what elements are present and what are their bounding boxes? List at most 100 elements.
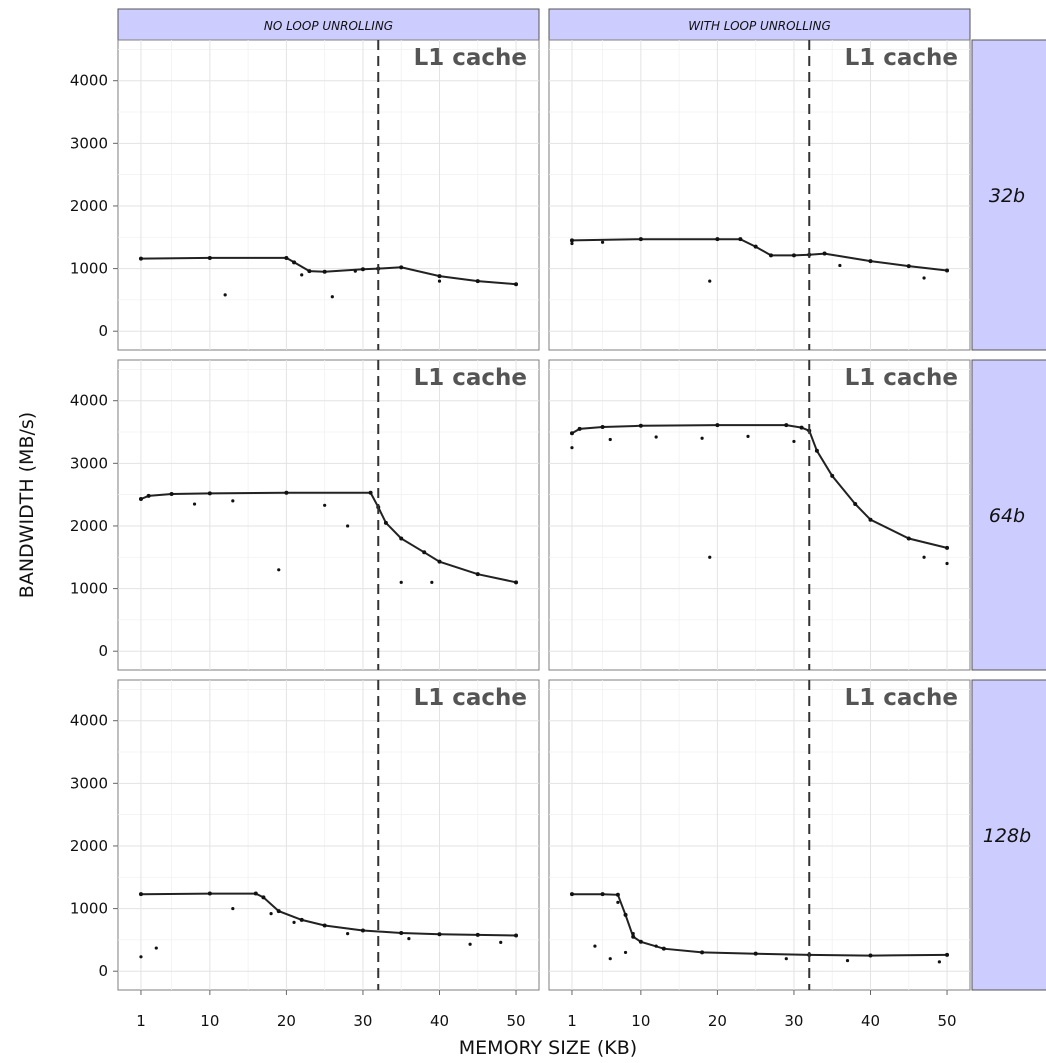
outlier-point bbox=[708, 555, 712, 559]
data-point bbox=[322, 269, 327, 274]
outlier-point bbox=[437, 279, 442, 283]
data-point bbox=[475, 932, 480, 937]
row-strip-32b bbox=[971, 39, 1046, 351]
x-tick-label: 40 bbox=[430, 1012, 449, 1030]
outlier-point bbox=[654, 944, 658, 948]
data-point bbox=[207, 491, 212, 496]
series-line bbox=[572, 893, 948, 957]
column-strip-label-with-loop-unrolling: WITH LOOP UNROLLING bbox=[688, 19, 831, 33]
outlier-point bbox=[792, 439, 796, 444]
data-point bbox=[514, 580, 519, 585]
data-point bbox=[631, 934, 636, 939]
y-tick-label: 3000 bbox=[70, 454, 108, 472]
data-point bbox=[383, 520, 388, 525]
outlier-point bbox=[346, 932, 350, 936]
x-tick-label: 40 bbox=[861, 1012, 880, 1030]
data-point bbox=[284, 490, 289, 495]
panel-128b-no-loop-unrolling-background bbox=[117, 679, 540, 991]
panel-128b-no-loop-unrolling: L1 cache 0 1000 2000 3000 4000 1 10 20 30 40 50 bbox=[70, 679, 540, 1030]
outlier-point bbox=[654, 435, 658, 439]
series-line bbox=[571, 238, 948, 272]
outlier-point bbox=[154, 946, 158, 950]
row-strip-label-128b: 128b bbox=[983, 825, 1031, 847]
outlier-point bbox=[937, 960, 941, 964]
data-point bbox=[437, 559, 442, 564]
outlier-point bbox=[223, 293, 227, 297]
outlier-point bbox=[608, 437, 612, 442]
data-point bbox=[784, 423, 789, 428]
outlier-point bbox=[139, 955, 143, 959]
outlier-point bbox=[945, 561, 949, 566]
y-tick-label: 1000 bbox=[70, 260, 108, 278]
data-point bbox=[768, 253, 773, 258]
data-point bbox=[830, 473, 835, 478]
data-point bbox=[475, 279, 480, 284]
outlier-point bbox=[231, 499, 235, 503]
data-point bbox=[261, 895, 266, 900]
panel-64b-no-loop-unrolling: L1 cache 0 1000 2000 3000 4000 bbox=[70, 359, 540, 671]
data-point bbox=[715, 237, 720, 242]
y-tick-label: 0 bbox=[98, 642, 108, 660]
column-strip-label-no-loop-unrolling: NO LOOP UNROLLING bbox=[264, 19, 393, 33]
y-tick-label: 0 bbox=[98, 962, 108, 980]
series-line bbox=[140, 256, 517, 286]
row-strip-label-64b: 64b bbox=[989, 505, 1025, 527]
data-point bbox=[853, 502, 858, 507]
data-point bbox=[138, 256, 143, 261]
data-point bbox=[715, 423, 720, 428]
data-point bbox=[322, 923, 327, 928]
data-point bbox=[475, 572, 480, 577]
outlier-point bbox=[292, 920, 296, 924]
l1-cache-label: L1 cache bbox=[414, 365, 527, 391]
data-point bbox=[868, 953, 873, 958]
data-point bbox=[799, 425, 804, 430]
panel-32b-no-loop-unrolling: L1 cache 0 1000 2000 3000 4000 bbox=[70, 39, 540, 351]
y-tick-label: 1000 bbox=[70, 900, 108, 918]
x-tick-label: 20 bbox=[277, 1012, 296, 1030]
data-point bbox=[623, 912, 628, 917]
l1-cache-label: L1 cache bbox=[414, 685, 527, 711]
data-point bbox=[360, 267, 365, 272]
data-point bbox=[753, 244, 758, 249]
panel-64b-no-loop-unrolling-background bbox=[117, 359, 540, 671]
y-tick-label: 2000 bbox=[70, 197, 108, 215]
panel-128b-with-loop-unrolling: L1 cache 1 10 20 30 40 50 bbox=[548, 679, 971, 1030]
x-tick-label: 10 bbox=[631, 1012, 650, 1030]
data-point bbox=[399, 931, 404, 936]
panel-64b-with-loop-unrolling-background bbox=[548, 359, 971, 671]
x-axis-title: MEMORY SIZE (KB) bbox=[459, 1037, 637, 1059]
y-tick-label: 3000 bbox=[70, 134, 108, 152]
data-point bbox=[399, 265, 404, 270]
data-point bbox=[437, 274, 442, 279]
data-point bbox=[292, 260, 297, 265]
data-point bbox=[368, 490, 373, 495]
outlier-point bbox=[277, 568, 281, 572]
data-point bbox=[284, 255, 289, 260]
data-point bbox=[138, 497, 143, 502]
panel-64b-with-loop-unrolling: L1 cache bbox=[548, 359, 971, 671]
outlier-point bbox=[231, 906, 235, 911]
y-tick-label: 2000 bbox=[70, 837, 108, 855]
outlier-point bbox=[300, 273, 304, 277]
y-tick-label: 0 bbox=[98, 322, 108, 340]
y-tick-label: 2000 bbox=[70, 517, 108, 535]
data-point bbox=[253, 891, 258, 896]
data-point bbox=[514, 282, 519, 287]
data-point bbox=[569, 892, 574, 897]
data-point bbox=[738, 237, 743, 242]
data-point bbox=[600, 892, 605, 897]
x-tick-label: 1 bbox=[136, 1012, 146, 1030]
data-point bbox=[146, 493, 151, 498]
outlier-point bbox=[631, 932, 635, 936]
outlier-point bbox=[468, 942, 472, 946]
data-point bbox=[822, 251, 827, 256]
outlier-point bbox=[593, 944, 597, 948]
data-point bbox=[945, 545, 950, 550]
data-point bbox=[700, 950, 705, 955]
data-point bbox=[207, 891, 212, 896]
outlier-point bbox=[330, 295, 334, 299]
data-point bbox=[299, 917, 304, 922]
outlier-point bbox=[616, 900, 620, 904]
data-point bbox=[753, 951, 758, 956]
